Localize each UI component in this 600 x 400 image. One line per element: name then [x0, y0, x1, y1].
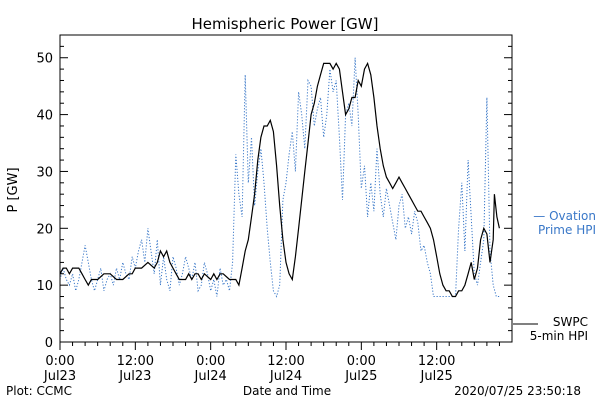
- series-line-1: [59, 57, 500, 298]
- y-tick-label: 0: [45, 336, 53, 351]
- legend-ovation-label: — Ovation: [533, 209, 596, 223]
- y-tick-label: 10: [36, 279, 53, 294]
- x-tick-time-label: 12:00: [267, 354, 304, 369]
- y-tick-label: 40: [36, 109, 53, 124]
- x-tick-date-label: Jul25: [344, 369, 377, 384]
- x-tick-time-label: 12:00: [418, 354, 455, 369]
- y-tick-label: 30: [36, 165, 53, 180]
- x-tick-date-label: Jul24: [269, 369, 302, 384]
- y-tick-label: 20: [36, 222, 53, 237]
- x-tick-date-label: Jul23: [118, 369, 151, 384]
- x-tick-time-label: 12:00: [117, 354, 154, 369]
- legend-swpc-label: SWPC: [553, 315, 588, 329]
- plot-credit: Plot: CCMC: [6, 384, 72, 398]
- series-line-0: [59, 61, 500, 298]
- x-axis-label: Date and Time: [243, 384, 331, 398]
- x-tick-date-label: Jul23: [43, 369, 76, 384]
- y-axis-label: P [GW]: [6, 167, 21, 212]
- plot-area-frame: [59, 34, 513, 343]
- x-tick-time-label: 0:00: [196, 354, 225, 369]
- legend-ovation-label: Prime HPI: [538, 223, 596, 237]
- x-tick-date-label: Jul24: [194, 369, 227, 384]
- chart-title: Hemispheric Power [GW]: [192, 15, 379, 33]
- y-tick-label: 50: [36, 52, 53, 67]
- timestamp: 2020/07/25 23:50:18: [454, 384, 581, 398]
- x-tick-time-label: 0:00: [45, 354, 74, 369]
- legend-swpc-label: 5-min HPI: [530, 329, 588, 343]
- x-tick-date-label: Jul25: [420, 369, 453, 384]
- x-tick-time-label: 0:00: [347, 354, 376, 369]
